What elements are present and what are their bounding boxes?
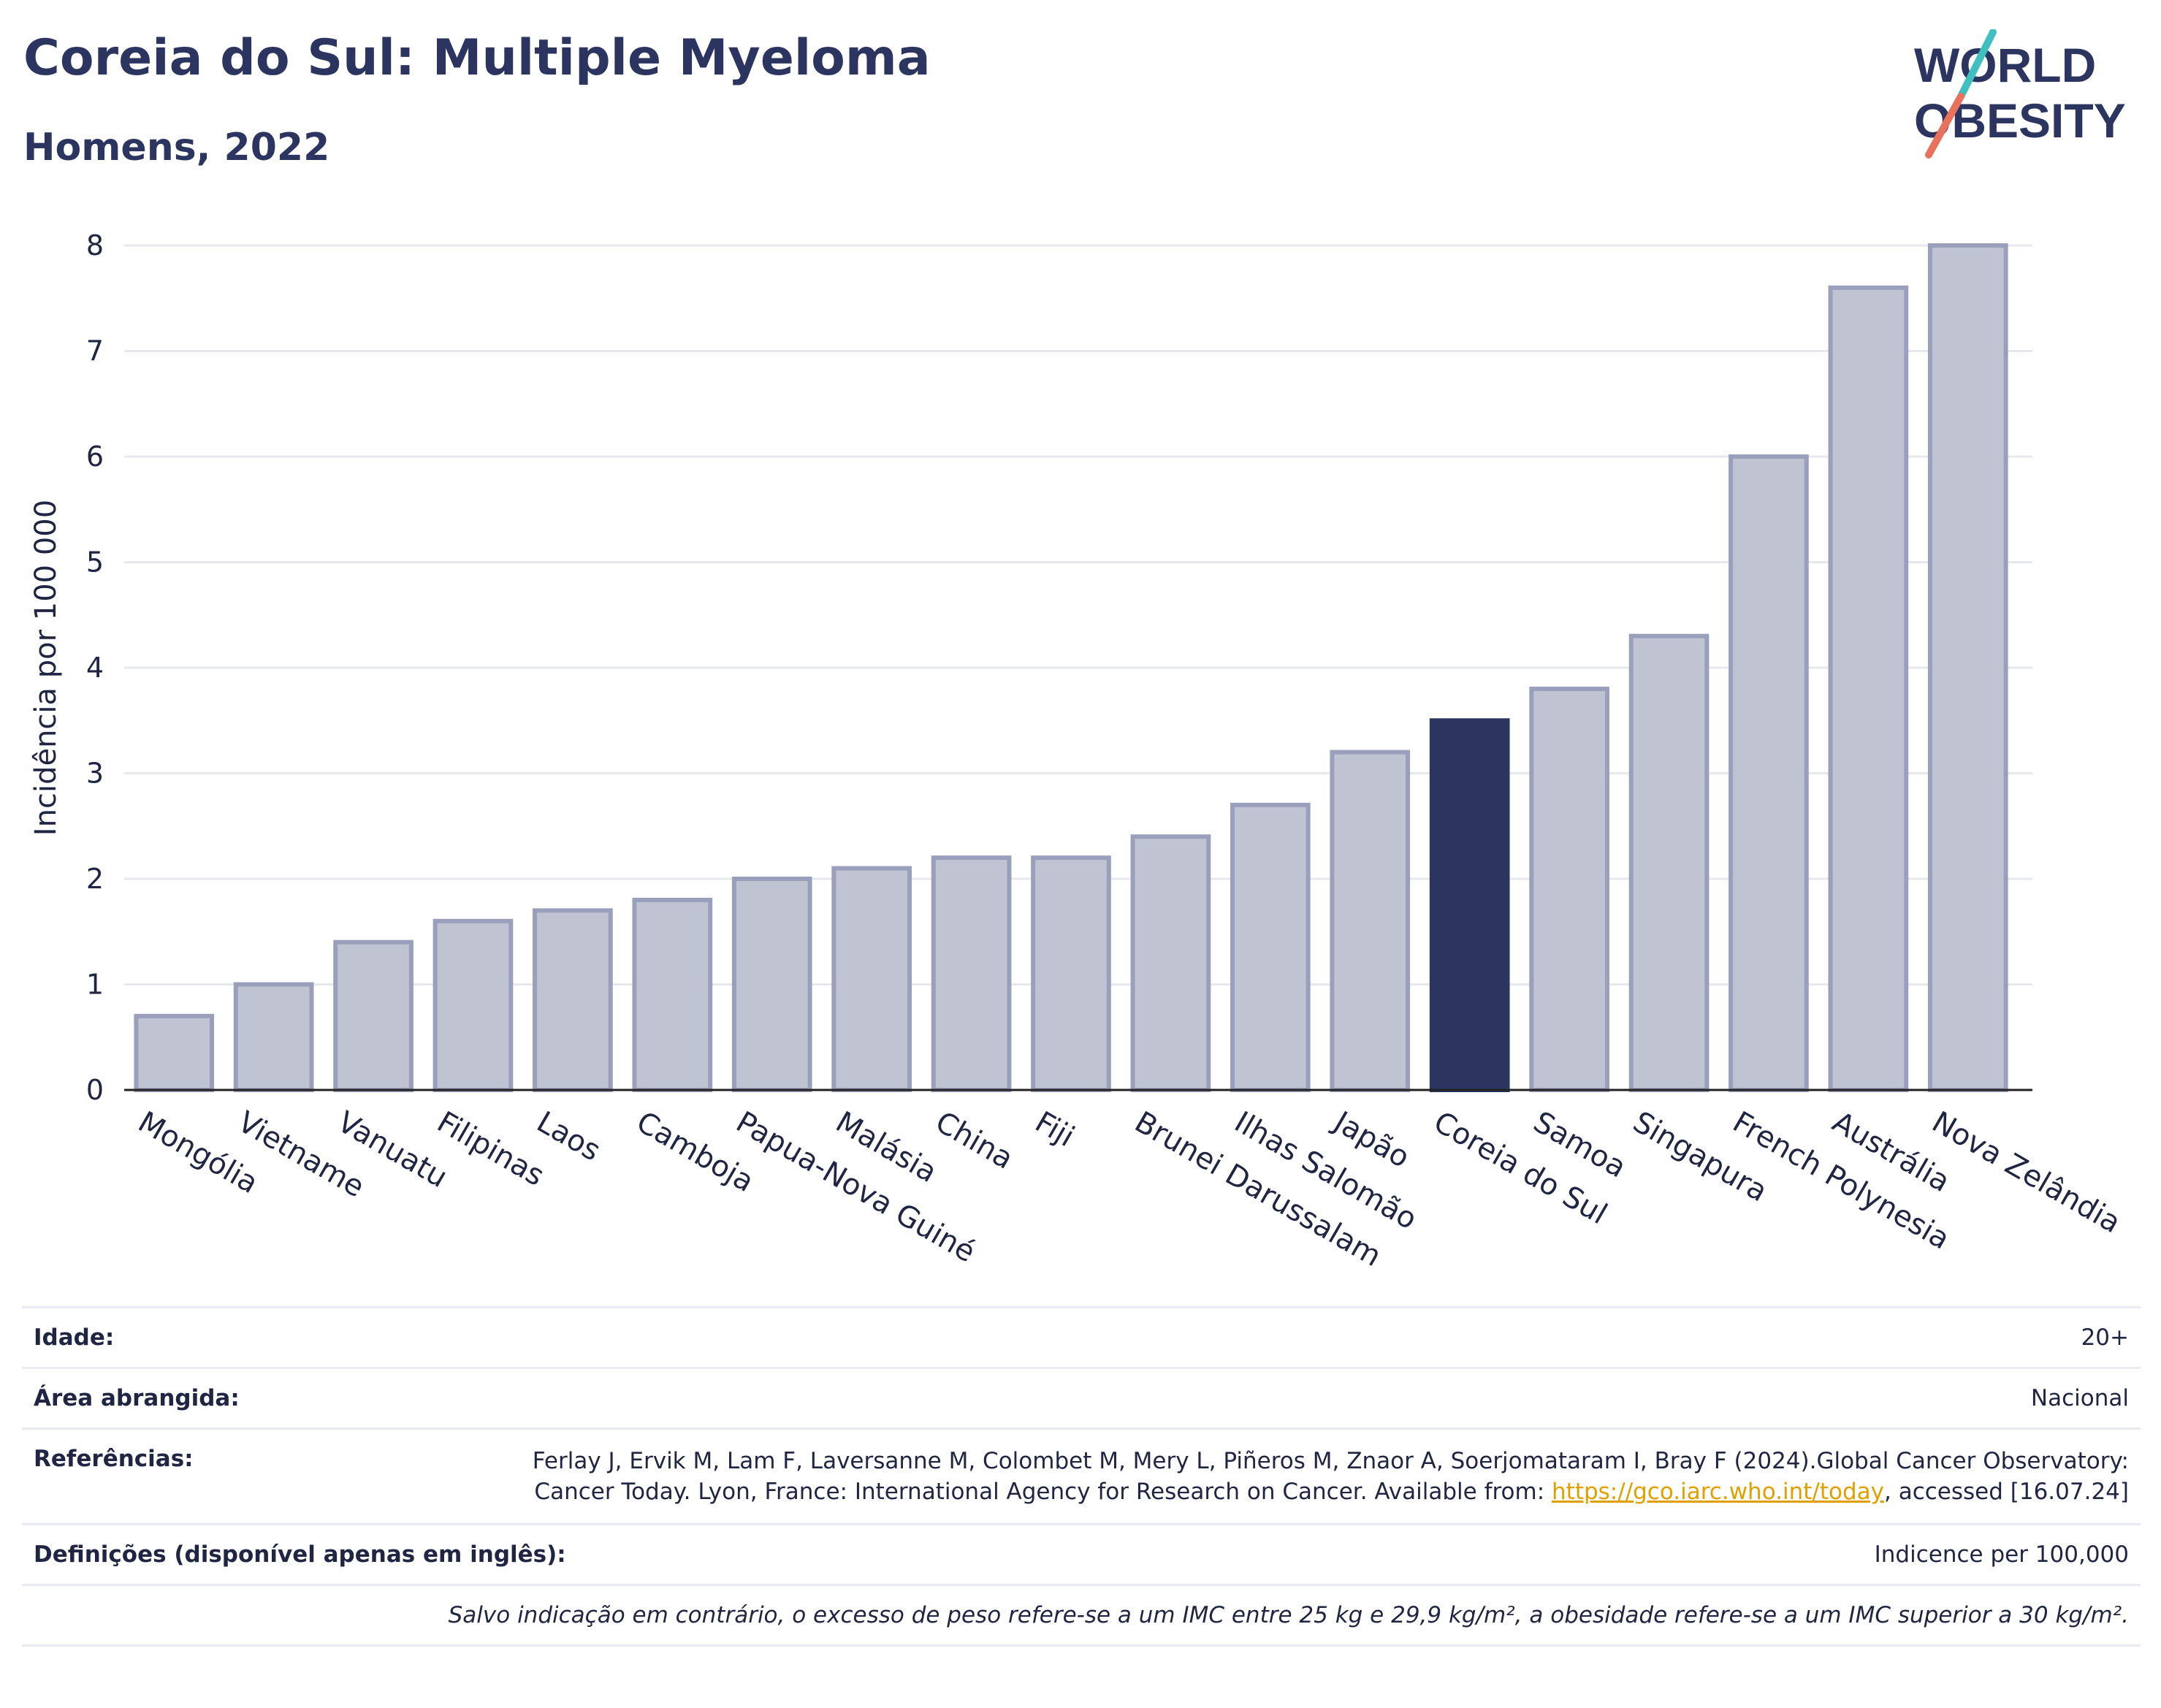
bar: [1927, 243, 2008, 1092]
info-row-note: Salvo indicação em contrário, o excesso …: [22, 1584, 2141, 1647]
y-tick-label: 2: [86, 863, 104, 895]
info-table: Idade: 20+ Área abrangida: Nacional Refe…: [22, 1306, 2141, 1647]
world-obesity-logo: WORLD OBESITY: [1914, 29, 2126, 159]
bar: [731, 877, 812, 1092]
definitions-value: Indicence per 100,000: [1874, 1541, 2129, 1568]
age-value: 20+: [2081, 1324, 2129, 1351]
bar: [1330, 750, 1411, 1092]
svg-text:WORLD: WORLD: [1914, 38, 2096, 92]
bar: [931, 855, 1012, 1092]
bar: [1130, 834, 1211, 1092]
bar: [1729, 454, 1809, 1092]
bar: [533, 908, 613, 1092]
bar: [1628, 633, 1710, 1092]
bar-chart: 0 1 2 3 4 5 6 7 8 MongóliaVietnameVanuatuFilipin…: [29, 229, 2126, 1273]
x-tick-label: China: [930, 1105, 1019, 1176]
bar: [233, 982, 314, 1092]
references-label: Referências:: [34, 1446, 194, 1472]
age-label: Idade:: [34, 1324, 115, 1351]
x-tick-label: Nova Zelândia: [1926, 1105, 2127, 1240]
info-row-definitions: Definições (disponível apenas em inglês)…: [22, 1523, 2141, 1584]
y-tick-label: 5: [86, 546, 104, 579]
y-tick-label: 0: [86, 1074, 104, 1106]
y-tick-label: 7: [86, 335, 104, 367]
y-tick-label: 6: [86, 441, 104, 473]
info-row-area: Área abrangida: Nacional: [22, 1367, 2141, 1427]
x-tick-label: Fiji: [1029, 1105, 1080, 1154]
bar: [831, 866, 912, 1093]
area-value: Nacional: [2030, 1385, 2129, 1411]
x-tick-label: Filipinas: [431, 1105, 549, 1193]
bar: [632, 897, 713, 1093]
y-axis-label: Incidência por 100 000: [29, 500, 63, 836]
bar: [1529, 686, 1609, 1092]
bar: [134, 1013, 215, 1092]
y-tick-label: 4: [86, 652, 104, 684]
info-row-age: Idade: 20+: [22, 1306, 2141, 1367]
x-tick-label: Laos: [531, 1105, 606, 1168]
footnote: Salvo indicação em contrário, o excesso …: [448, 1602, 2129, 1628]
definitions-label: Definições (disponível apenas em inglês)…: [34, 1541, 566, 1568]
bar-highlight: [1429, 718, 1510, 1092]
references-link[interactable]: https://gco.iarc.who.int/today: [1552, 1479, 1884, 1505]
y-tick-label: 8: [86, 229, 104, 262]
grid-lines: [124, 244, 2032, 985]
info-row-references: Referências: Ferlay J, Ervik M, Lam F, L…: [22, 1427, 2141, 1523]
page-subtitle: Homens, 2022: [23, 126, 330, 169]
page-title: Coreia do Sul: Multiple Myeloma: [23, 29, 931, 87]
bar: [432, 918, 514, 1093]
bars: [134, 243, 2008, 1093]
x-tick-label: Coreia do Sul: [1428, 1105, 1613, 1232]
bar: [1828, 285, 1909, 1092]
bar: [1230, 802, 1311, 1092]
y-axis-ticks: 0 1 2 3 4 5 6 7 8: [86, 229, 104, 1106]
area-label: Área abrangida:: [34, 1385, 240, 1411]
y-tick-label: 3: [86, 758, 104, 790]
references-text-end: , accessed [16.07.24]: [1883, 1479, 2129, 1505]
references-text: Ferlay J, Ervik M, Lam F, Laversanne M, …: [532, 1448, 2129, 1505]
y-tick-label: 1: [86, 969, 104, 1001]
bar: [1031, 855, 1111, 1092]
references-value: Ferlay J, Ervik M, Lam F, Laversanne M, …: [449, 1446, 2129, 1507]
bar: [333, 939, 413, 1092]
